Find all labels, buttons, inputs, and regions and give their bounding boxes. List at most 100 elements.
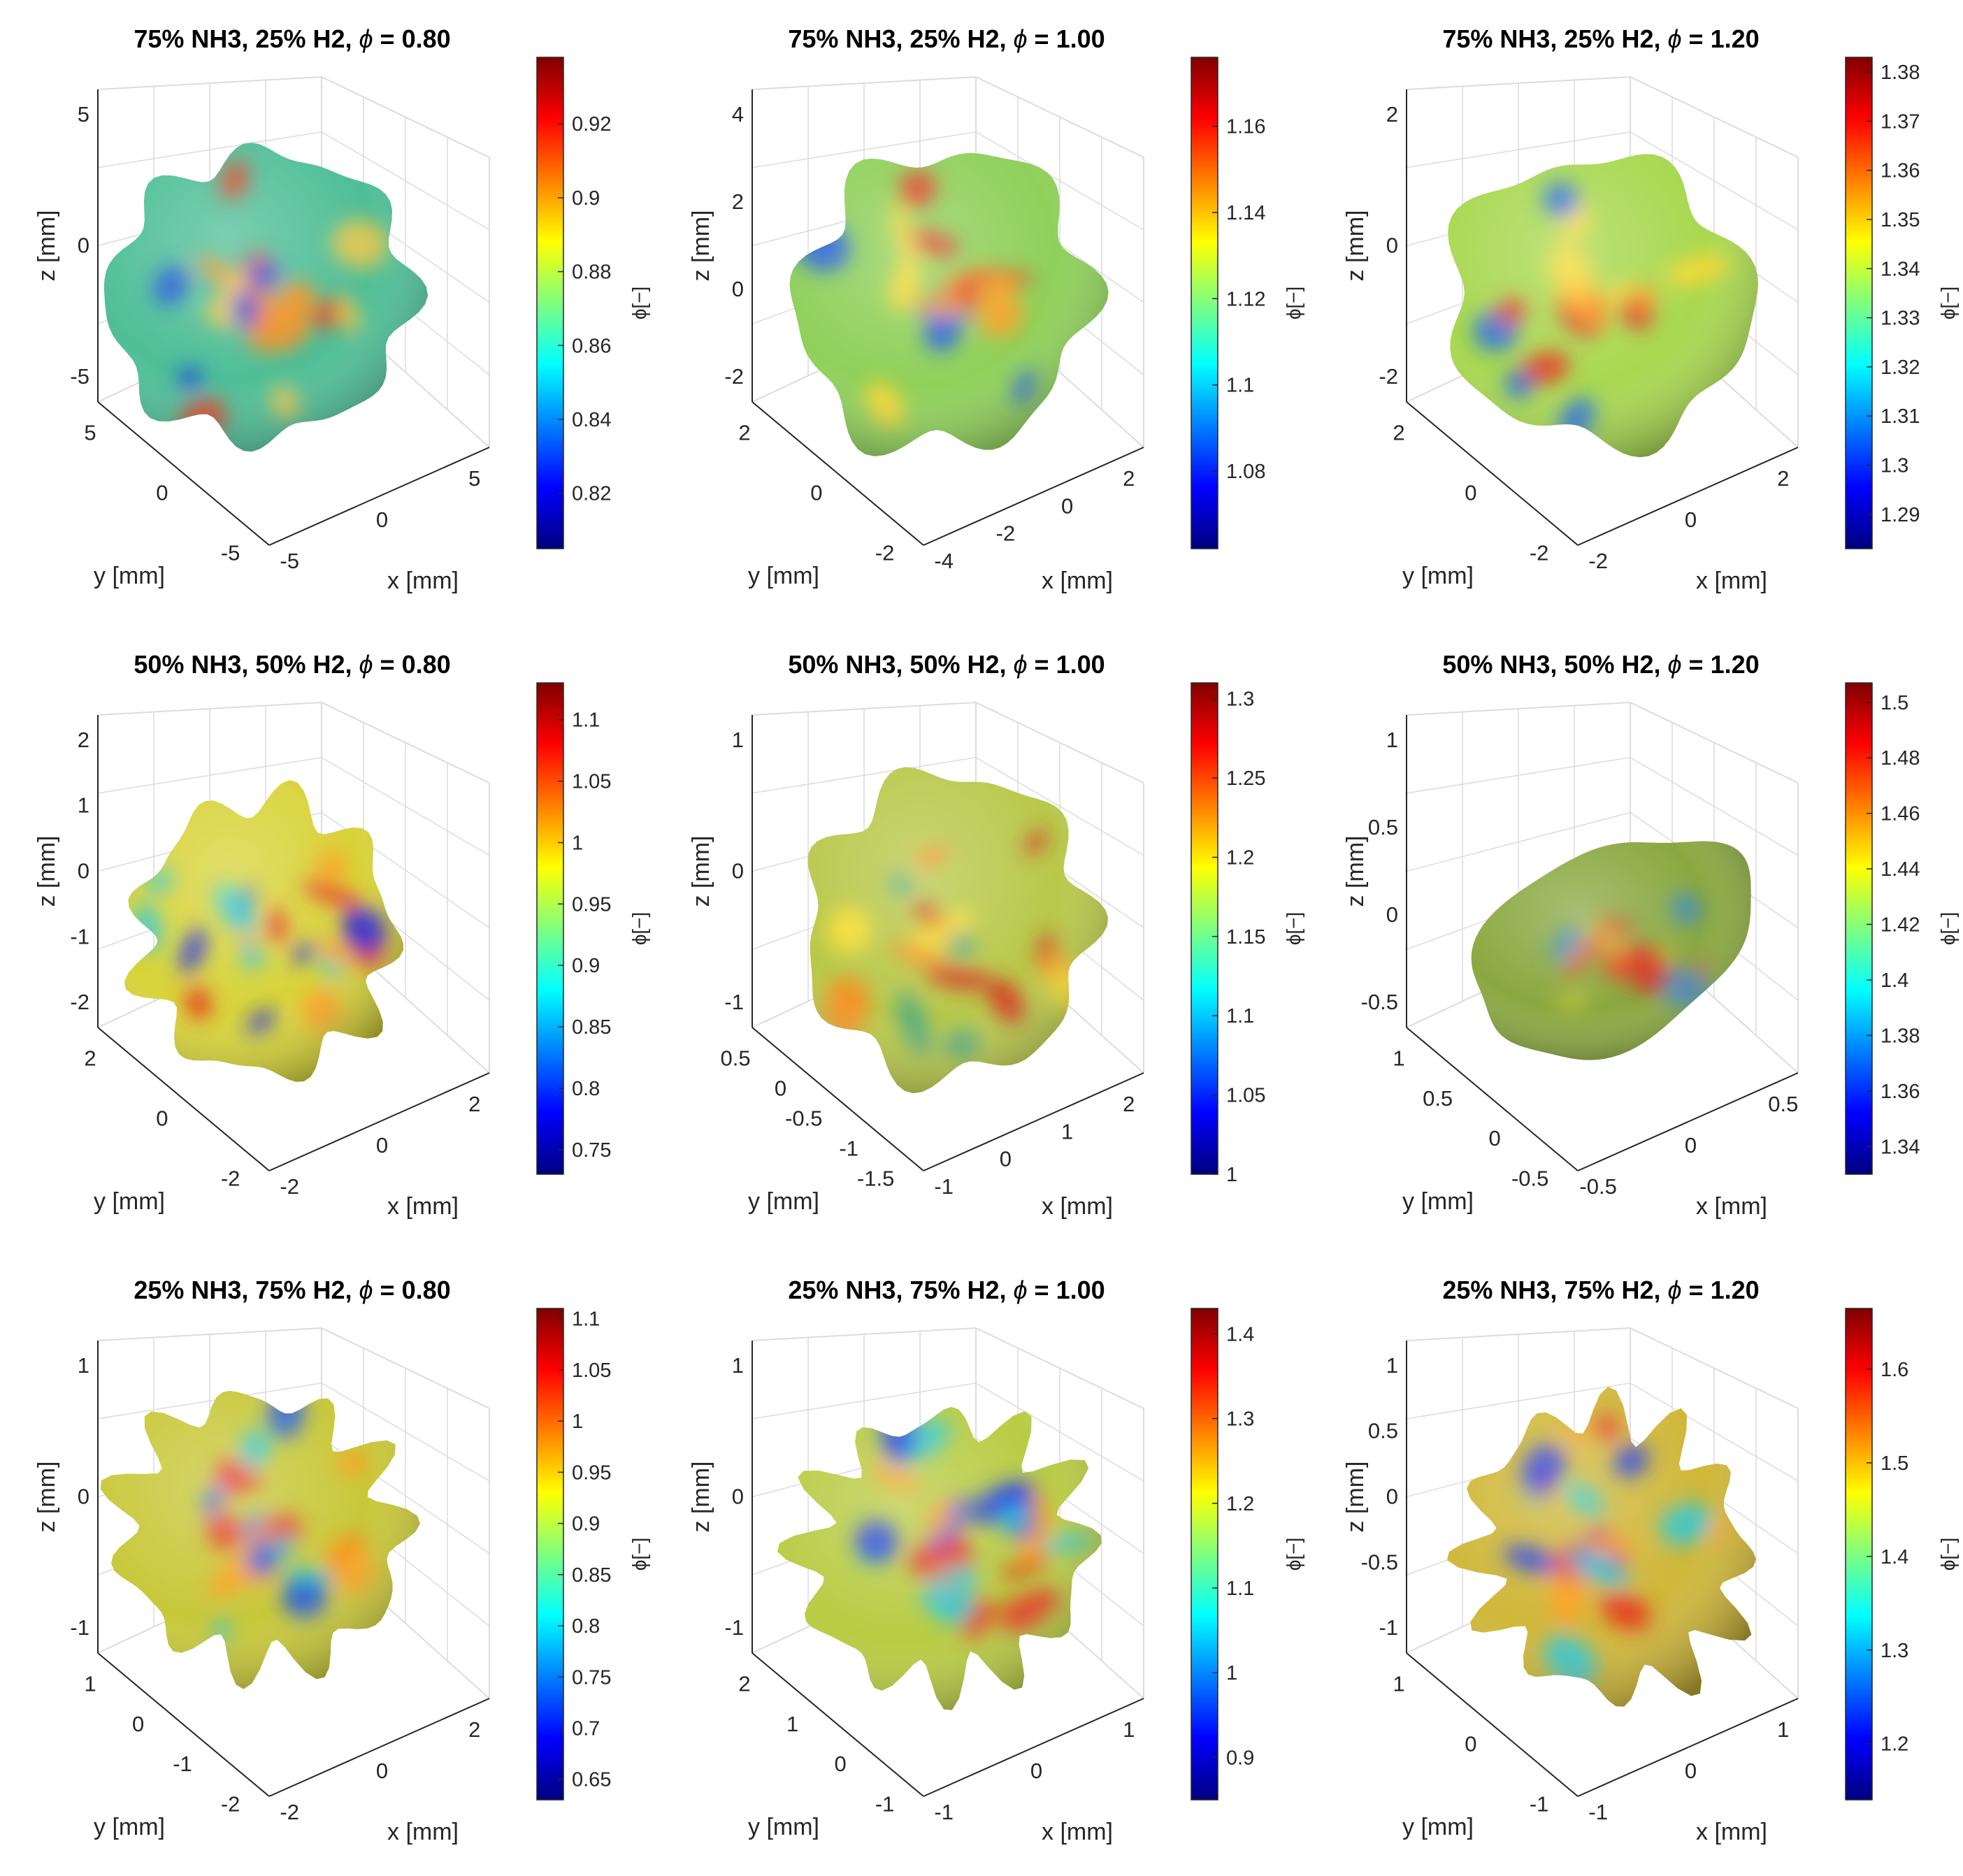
x-tick-label: 2	[1123, 466, 1135, 491]
chart-panel: 25% NH3, 75% H2, ϕ = 1.00 1 0 -1 2 1 0 -1 -1 0 1 z …	[688, 1276, 1304, 1845]
colorbar-tick-label: 1.48	[1881, 747, 1920, 770]
colorbar-tick-label: 1.33	[1881, 308, 1920, 330]
z-tick-label: 0	[1386, 1485, 1398, 1509]
colorbar-tick-label: 1.15	[1226, 926, 1265, 948]
colorbar-tick-label: 1.42	[1881, 914, 1920, 937]
z-tick-label: -1	[70, 1615, 89, 1640]
axis-line	[268, 447, 490, 546]
axis-line	[923, 1698, 1144, 1797]
isosurface	[1448, 154, 1758, 458]
chart-title: 75% NH3, 25% H2, ϕ = 1.00	[788, 24, 1105, 53]
x-tick-label: 0	[1061, 493, 1073, 518]
colorbar-tick-label: 0.85	[572, 1564, 611, 1587]
z-axis-label: z [mm]	[688, 210, 714, 282]
x-tick-label: 0	[376, 1133, 388, 1157]
chart-title: 50% NH3, 50% H2, ϕ = 1.20	[1442, 650, 1759, 679]
x-tick-label: -0.5	[1579, 1174, 1616, 1199]
z-tick-label: 0	[78, 1485, 89, 1509]
colorbar-tick-label: 1.5	[1881, 1452, 1908, 1475]
axis-line	[1406, 401, 1579, 546]
grid-line	[1406, 756, 1799, 856]
x-axis-label: x [mm]	[1696, 1819, 1767, 1845]
y-axis-label: y [mm]	[748, 1814, 819, 1840]
colorbar-tick-label: 1.1	[1226, 1005, 1254, 1027]
colorbar-tick-label: 0.84	[572, 409, 611, 431]
x-tick-label: 0.5	[1768, 1092, 1798, 1116]
colorbar-tick-label: 1.37	[1881, 110, 1920, 133]
axis-line	[97, 1652, 270, 1797]
y-axis-label: y [mm]	[1402, 1814, 1474, 1840]
x-tick-label: 0	[1685, 1759, 1697, 1783]
colorbar-tick-label: 0.86	[572, 335, 611, 357]
y-tick-label: 0	[1489, 1126, 1501, 1150]
colorbar-tick-label: 0.92	[572, 113, 611, 136]
colorbar-tick-label: 1	[1226, 1662, 1237, 1684]
colorbar-tick-label: 1	[1226, 1164, 1237, 1186]
y-tick-label: -1	[839, 1137, 858, 1161]
colorbar-label: ϕ[−]	[1937, 912, 1959, 946]
z-tick-label: -1	[70, 924, 89, 948]
colorbar-label: ϕ[−]	[1937, 1538, 1959, 1571]
chart-title: 75% NH3, 25% H2, ϕ = 1.20	[1442, 24, 1759, 53]
axis-line	[1406, 1027, 1579, 1171]
colorbar-tick-label: 1.2	[1881, 1733, 1908, 1756]
x-tick-label: -4	[934, 549, 954, 573]
chart-panel: 25% NH3, 75% H2, ϕ = 1.20 1 0.5 0 -0.5 -1 1 0 -1…	[1342, 1276, 1959, 1845]
colorbar-tick-label: 0.65	[572, 1769, 611, 1791]
colorbar-label: ϕ[−]	[628, 287, 650, 320]
colorbar-scale	[1191, 682, 1218, 1175]
isosurface	[1471, 841, 1751, 1060]
colorbar: 1.4 1.3 1.2 1.1 1 0.9 ϕ[−]	[1191, 1308, 1304, 1801]
y-tick-label: 0	[156, 481, 168, 505]
colorbar-tick-label: 1.6	[1881, 1359, 1908, 1381]
y-tick-label: -1.5	[857, 1167, 894, 1191]
colorbar-tick-label: 1.3	[1881, 455, 1908, 477]
grid-line	[752, 756, 1144, 856]
y-tick-label: 1	[1393, 1671, 1404, 1696]
colorbar-scale	[1191, 57, 1218, 549]
x-tick-label: 0	[1030, 1759, 1042, 1783]
colorbar: 0.92 0.9 0.88 0.86 0.84 0.82 ϕ[−]	[536, 57, 650, 549]
z-tick-label: 1	[1386, 1353, 1398, 1378]
colorbar-tick-label: 1.34	[1881, 1136, 1920, 1158]
z-tick-label: -5	[70, 364, 89, 389]
z-tick-label: -2	[70, 990, 89, 1014]
chart-panel: 25% NH3, 75% H2, ϕ = 0.80 1 0 -1 1 0 -1 -2 -2 0 2 z…	[34, 1276, 650, 1845]
axis-line	[1577, 1698, 1799, 1797]
y-tick-label: -2	[221, 1167, 240, 1191]
chart-panel: 75% NH3, 25% H2, ϕ = 0.80 5 0 -5 5 0 -5 -5 0 5 z […	[34, 24, 650, 594]
y-tick-label: -0.5	[1511, 1167, 1548, 1191]
x-tick-label: 2	[468, 1717, 480, 1742]
isosurface	[100, 1390, 421, 1689]
z-tick-label: 0	[78, 233, 89, 258]
colorbar-tick-label: 1.08	[1226, 461, 1265, 483]
colorbar-tick-label: 1	[572, 1410, 583, 1433]
z-tick-label: 0.5	[1368, 1419, 1398, 1443]
y-tick-label: 0	[1465, 1732, 1476, 1756]
z-tick-label: -2	[724, 364, 744, 389]
z-tick-label: 0.5	[1368, 815, 1398, 839]
colorbar-tick-label: 1.4	[1226, 1323, 1254, 1345]
colorbar-tick-label: 1.38	[1881, 62, 1920, 84]
colorbar-tick-label: 1.25	[1226, 767, 1265, 790]
chart-title: 25% NH3, 75% H2, ϕ = 1.20	[1442, 1276, 1759, 1304]
chart-panel: 50% NH3, 50% H2, ϕ = 1.00 1 0 -1 0.5 0 -0.5 -1 -…	[688, 650, 1304, 1220]
x-axis-label: x [mm]	[1042, 1819, 1113, 1845]
colorbar-tick-label: 0.95	[572, 893, 611, 916]
z-tick-label: 1	[78, 1353, 89, 1378]
colorbar-scale	[1845, 682, 1873, 1175]
colorbar-tick-label: 0.88	[572, 261, 611, 284]
x-tick-label: 0	[1685, 507, 1697, 532]
z-axis-label: z [mm]	[34, 1462, 60, 1533]
axis-line	[268, 1698, 490, 1797]
z-tick-label: 0	[1386, 902, 1398, 927]
y-tick-label: -2	[221, 1792, 240, 1817]
colorbar-tick-label: 0.82	[572, 483, 611, 505]
x-axis-label: x [mm]	[1696, 568, 1767, 594]
colorbar-label: ϕ[−]	[1283, 912, 1304, 946]
colorbar-tick-label: 1.5	[1881, 692, 1908, 714]
colorbar-tick-label: 1.1	[1226, 1578, 1254, 1600]
x-axis-label: x [mm]	[1696, 1193, 1767, 1220]
z-tick-label: 0	[732, 859, 744, 883]
colorbar-tick-label: 1.35	[1881, 209, 1920, 231]
